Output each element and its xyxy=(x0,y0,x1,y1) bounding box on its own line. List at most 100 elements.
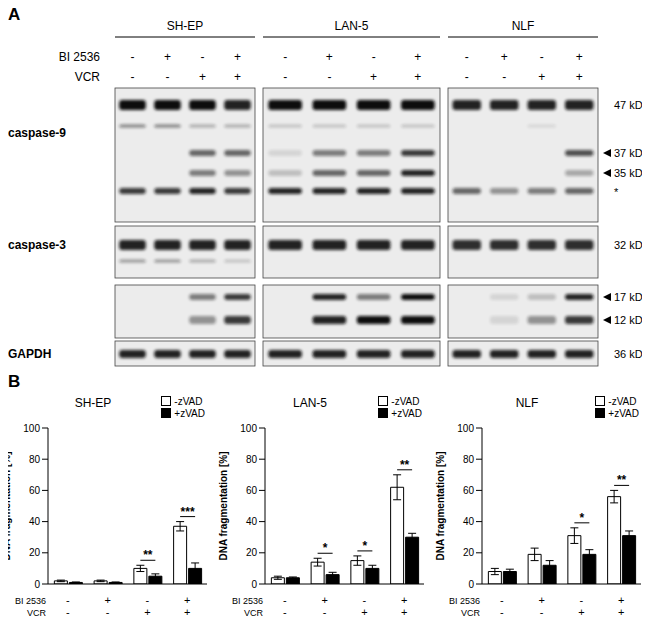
svg-text:VCR: VCR xyxy=(75,70,101,84)
svg-text:**: ** xyxy=(143,548,153,562)
svg-text:**: ** xyxy=(617,473,627,487)
svg-text:-: - xyxy=(465,50,469,64)
svg-text:-: - xyxy=(201,50,205,64)
svg-text:BI 2536: BI 2536 xyxy=(449,596,480,606)
svg-text:-: - xyxy=(465,70,469,84)
svg-text:+: + xyxy=(401,594,407,606)
svg-text:+: + xyxy=(538,70,545,84)
svg-text:+: + xyxy=(414,50,421,64)
svg-text:80: 80 xyxy=(246,454,258,465)
svg-text:+: + xyxy=(538,594,544,606)
html-text:SH-EP: SH-EP xyxy=(74,396,112,410)
svg-text:+: + xyxy=(578,606,584,618)
svg-text:-: - xyxy=(283,50,287,64)
svg-text:80: 80 xyxy=(29,454,41,465)
svg-text:+: + xyxy=(370,70,377,84)
svg-text:17 kD: 17 kD xyxy=(614,291,642,303)
svg-text:-: - xyxy=(500,594,504,606)
svg-text:-: - xyxy=(327,70,331,84)
svg-text:+: + xyxy=(104,594,110,606)
svg-text:+: + xyxy=(234,70,241,84)
svg-text:60: 60 xyxy=(29,485,41,496)
svg-text:-: - xyxy=(146,594,150,606)
svg-text:-: - xyxy=(166,70,170,84)
svg-text:-: - xyxy=(540,606,544,618)
svg-text:-: - xyxy=(540,50,544,64)
svg-text:+: + xyxy=(618,594,624,606)
svg-text:100: 100 xyxy=(23,423,40,434)
svg-text:0: 0 xyxy=(34,579,40,590)
svg-text:0: 0 xyxy=(251,579,257,590)
svg-text:BI 2536: BI 2536 xyxy=(232,596,263,606)
svg-text:+: + xyxy=(184,594,190,606)
svg-text:+: + xyxy=(326,50,333,64)
svg-text:-: - xyxy=(66,606,70,618)
svg-text:caspase-9: caspase-9 xyxy=(8,126,66,140)
svg-text:-: - xyxy=(283,606,287,618)
svg-text:-: - xyxy=(283,594,287,606)
svg-text:12 kD: 12 kD xyxy=(614,314,642,326)
svg-text:47 kD: 47 kD xyxy=(614,99,642,111)
svg-text:NLF: NLF xyxy=(512,19,535,33)
svg-text:DNA fragmentation [%]: DNA fragmentation [%] xyxy=(8,451,12,560)
svg-text:100: 100 xyxy=(240,423,257,434)
svg-text:***: *** xyxy=(181,505,195,519)
svg-text:+: + xyxy=(414,70,421,84)
svg-text:-: - xyxy=(106,606,110,618)
svg-text:-: - xyxy=(283,70,287,84)
svg-text:+: + xyxy=(361,606,367,618)
svg-text:*: * xyxy=(363,539,368,553)
svg-text:GAPDH: GAPDH xyxy=(8,347,51,361)
svg-text:DNA fragmentation [%]: DNA fragmentation [%] xyxy=(218,451,229,560)
svg-text:-: - xyxy=(323,606,327,618)
svg-text:+: + xyxy=(401,606,407,618)
svg-text:+: + xyxy=(184,606,190,618)
svg-text:32 kD: 32 kD xyxy=(614,239,642,251)
svg-text:BI 2536: BI 2536 xyxy=(15,596,46,606)
svg-text:VCR: VCR xyxy=(27,608,47,618)
svg-text:-: - xyxy=(580,594,584,606)
svg-text:-: - xyxy=(372,50,376,64)
svg-text:*: * xyxy=(580,511,585,525)
svg-text:-: - xyxy=(131,70,135,84)
svg-text:36 kD: 36 kD xyxy=(614,348,642,360)
svg-text:+: + xyxy=(576,70,583,84)
svg-text:-: - xyxy=(502,70,506,84)
svg-text:40: 40 xyxy=(463,516,475,527)
svg-text:*: * xyxy=(614,186,619,198)
svg-text:+: + xyxy=(164,50,171,64)
svg-text:+: + xyxy=(576,50,583,64)
svg-text:*: * xyxy=(323,541,328,555)
svg-text:-: - xyxy=(66,594,70,606)
svg-text:SH-EP: SH-EP xyxy=(167,19,204,33)
svg-text:BI 2536: BI 2536 xyxy=(59,50,101,64)
svg-text:100: 100 xyxy=(457,423,474,434)
svg-text:60: 60 xyxy=(246,485,258,496)
svg-text:-: - xyxy=(363,594,367,606)
svg-text:A: A xyxy=(8,8,20,24)
svg-text:**: ** xyxy=(400,458,410,472)
svg-text:40: 40 xyxy=(29,516,41,527)
svg-text:VCR: VCR xyxy=(461,608,481,618)
svg-text:VCR: VCR xyxy=(244,608,264,618)
svg-text:80: 80 xyxy=(463,454,475,465)
svg-text:60: 60 xyxy=(463,485,475,496)
svg-text:-: - xyxy=(500,606,504,618)
svg-text:35 kD: 35 kD xyxy=(614,167,642,179)
svg-text:+: + xyxy=(199,70,206,84)
svg-text:20: 20 xyxy=(463,547,475,558)
svg-text:20: 20 xyxy=(29,547,41,558)
svg-text:20: 20 xyxy=(246,547,258,558)
svg-text:+: + xyxy=(234,50,241,64)
svg-text:+: + xyxy=(321,594,327,606)
svg-text:LAN-5: LAN-5 xyxy=(334,19,368,33)
svg-text:0: 0 xyxy=(468,579,474,590)
svg-text:-: - xyxy=(131,50,135,64)
svg-text:37 kD: 37 kD xyxy=(614,147,642,159)
svg-text:+: + xyxy=(144,606,150,618)
svg-text:40: 40 xyxy=(246,516,258,527)
svg-text:+: + xyxy=(618,606,624,618)
svg-text:DNA fragmentation [%]: DNA fragmentation [%] xyxy=(435,451,446,560)
svg-text:caspase-3: caspase-3 xyxy=(8,238,66,252)
svg-text:+: + xyxy=(501,50,508,64)
